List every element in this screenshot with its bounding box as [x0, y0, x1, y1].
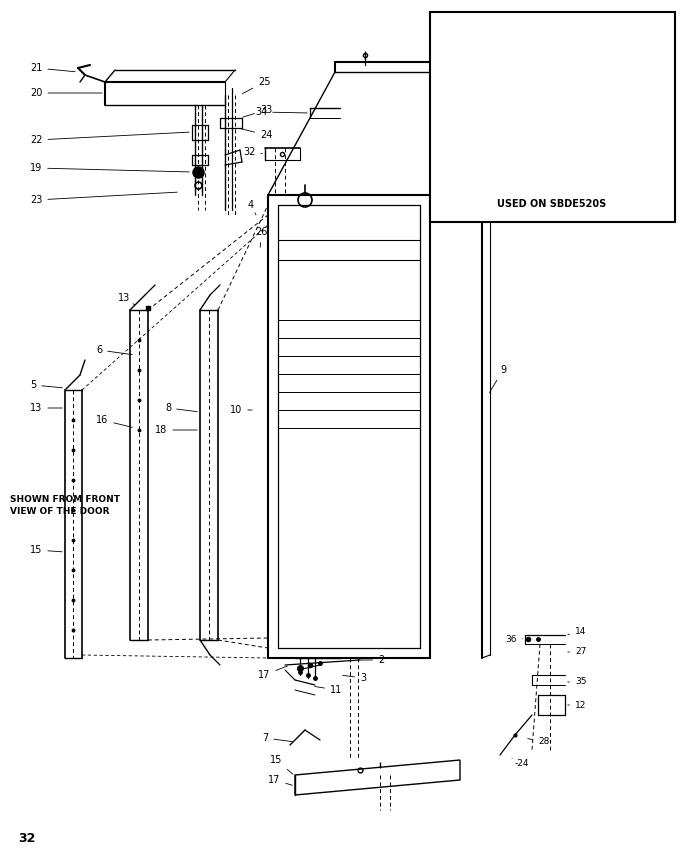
Text: 20: 20 [30, 88, 102, 98]
Text: 17: 17 [268, 775, 292, 785]
Text: 25: 25 [243, 77, 271, 94]
Text: 19: 19 [437, 88, 488, 96]
Text: 16: 16 [96, 415, 133, 427]
Text: 12: 12 [568, 700, 586, 710]
Text: 10: 10 [230, 405, 252, 415]
Text: -24: -24 [553, 77, 573, 87]
Text: 13: 13 [30, 403, 63, 413]
Text: 2: 2 [358, 655, 384, 665]
Text: 19: 19 [30, 163, 189, 173]
Text: 36: 36 [505, 635, 522, 643]
Text: 33: 33 [553, 49, 571, 59]
Text: USED ON SBDE520S: USED ON SBDE520S [497, 199, 607, 209]
Text: 27: 27 [568, 648, 586, 656]
Text: 11: 11 [315, 685, 342, 695]
Text: 30: 30 [490, 37, 528, 57]
Text: 28: 28 [528, 738, 549, 746]
Text: 26: 26 [255, 227, 267, 248]
Text: 17: 17 [258, 666, 288, 680]
Text: 15: 15 [30, 545, 63, 555]
Text: 33: 33 [243, 105, 272, 117]
Text: 14: 14 [568, 627, 586, 637]
Text: 7: 7 [262, 733, 292, 743]
Text: 32: 32 [18, 831, 35, 844]
Text: 34: 34 [255, 107, 307, 117]
Text: 23: 23 [30, 192, 177, 205]
Text: 13: 13 [118, 293, 135, 305]
Text: 5: 5 [30, 380, 63, 390]
Text: 1: 1 [453, 187, 496, 199]
Text: 20: 20 [437, 38, 457, 48]
Text: -24: -24 [512, 758, 530, 768]
Text: 21: 21 [437, 26, 464, 35]
Text: 21: 21 [30, 63, 75, 73]
Text: 3: 3 [343, 673, 366, 683]
Text: 15: 15 [270, 755, 293, 774]
Text: 22: 22 [437, 60, 494, 70]
Text: 8: 8 [165, 403, 197, 413]
Text: 32: 32 [243, 147, 262, 157]
Text: 24: 24 [241, 129, 273, 140]
Text: 4: 4 [248, 200, 256, 215]
Text: 31: 31 [500, 85, 518, 95]
Text: 6: 6 [96, 345, 132, 355]
Text: 25: 25 [543, 22, 560, 33]
Text: 22: 22 [30, 132, 189, 145]
Text: SHOWN FROM FRONT
VIEW OF THE DOOR: SHOWN FROM FRONT VIEW OF THE DOOR [10, 495, 120, 516]
Text: 18: 18 [155, 425, 197, 435]
Text: 35: 35 [568, 677, 586, 687]
Text: 9: 9 [490, 365, 506, 392]
Text: 29: 29 [447, 210, 492, 221]
Bar [430, 12, 675, 222]
